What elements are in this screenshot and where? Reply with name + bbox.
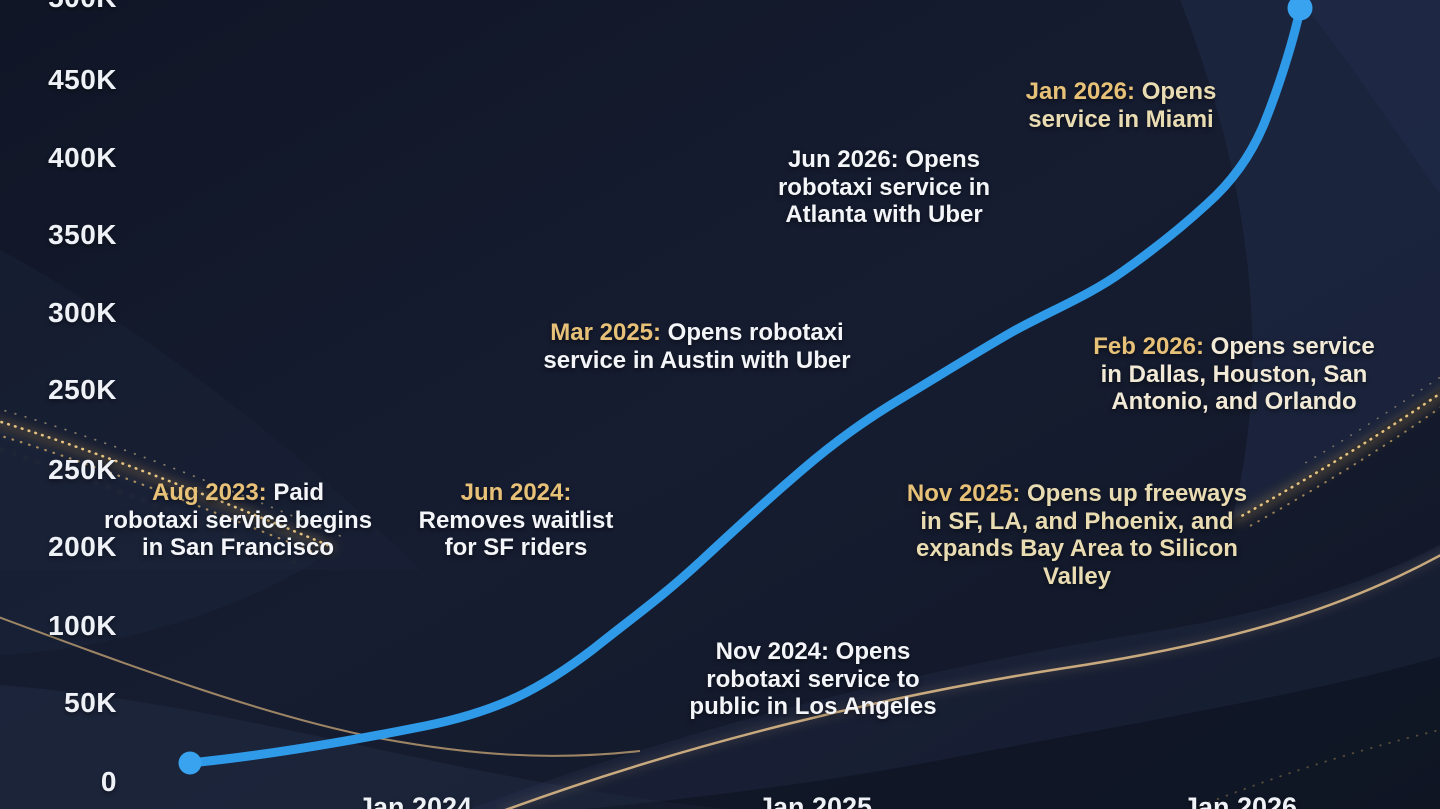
annotation-text: service in Miami	[1028, 105, 1214, 133]
annotation-text: Valley	[1042, 562, 1112, 590]
y-axis-tick: 500K	[0, 0, 117, 13]
trend-line-group	[178, 0, 1313, 775]
annotation-text: Jun 2026: Opens	[787, 146, 981, 173]
annotation-nov-2025: Nov 2025: Opens up freeways in SF, LA, a…	[907, 480, 1247, 590]
annotation-date: Jun 2024:	[460, 479, 572, 506]
annotation-aug-2023: Aug 2023: Paid robotaxi service begins i…	[104, 479, 372, 562]
annotation-text: Removes waitlist	[418, 506, 614, 534]
annotation-jun-2024: Jun 2024: Removes waitlist for SF riders	[419, 479, 614, 562]
start-point-marker	[178, 751, 202, 775]
y-axis-tick: 250K	[48, 374, 117, 405]
annotation-text: in Dallas, Houston, San	[1100, 360, 1368, 388]
annotation-date: Nov 2025:	[906, 480, 1021, 507]
annotation-date: Aug 2023:	[151, 479, 267, 506]
y-axis-tick: 0	[100, 766, 117, 797]
annotation-text: service in Austin with Uber	[543, 346, 851, 374]
y-axis-tick: 50K	[64, 687, 117, 718]
annotation-date: Jan 2026:	[1025, 78, 1136, 105]
annotation-text: robotaxi service in	[777, 173, 991, 201]
annotation-text: robotaxi service begins	[103, 506, 373, 534]
annotation-text: Opens robotaxi	[661, 319, 844, 346]
annotation-text: Opens service	[1203, 333, 1375, 360]
y-axis-tick: 200K	[48, 531, 117, 562]
annotation-text: Atlanta with Uber	[785, 201, 983, 228]
y-axis-tick: 300K	[48, 297, 117, 328]
y-axis-tick: 400K	[48, 142, 117, 173]
x-axis-tick: Jan 2024	[357, 792, 473, 809]
annotation-text: Opens up freeways	[1020, 480, 1248, 507]
annotation-text: Opens	[1135, 78, 1217, 105]
annotation-jun-2026: Jun 2026: Opens robotaxi service in Atla…	[778, 146, 990, 229]
y-axis-tick: 350K	[48, 219, 117, 250]
gold-dust-bands	[0, 376, 1440, 807]
x-axis-tick: Jan 2026	[1182, 792, 1298, 809]
end-point-marker	[1287, 0, 1313, 21]
annotation-text: in San Francisco	[141, 534, 335, 561]
annotation-jan-2026: Jan 2026: Opens service in Miami	[1026, 78, 1217, 133]
annotation-text: for SF riders	[444, 534, 588, 561]
annotation-text: Paid	[266, 479, 325, 506]
annotation-date: Mar 2025:	[550, 319, 662, 346]
annotation-text: robotaxi service to	[706, 665, 920, 693]
annotation-text: in SF, LA, and Phoenix, and	[920, 507, 1234, 535]
annotation-text: Nov 2024: Opens	[715, 638, 911, 665]
trend-line	[185, 5, 1305, 768]
annotation-feb-2026: Feb 2026: Opens service in Dallas, Houst…	[1093, 333, 1374, 416]
annotation-nov-2024: Nov 2024: Opens robotaxi service to publ…	[689, 638, 936, 721]
annotation-mar-2025: Mar 2025: Opens robotaxi service in Aust…	[543, 319, 850, 374]
y-axis-tick: 450K	[48, 64, 117, 95]
x-axis-tick: Jan 2025	[757, 792, 873, 809]
annotation-text: public in Los Angeles	[689, 693, 937, 720]
annotation-text: expands Bay Area to Silicon	[916, 535, 1238, 562]
annotation-date: Feb 2026:	[1093, 333, 1204, 360]
y-axis-tick: 100K	[48, 610, 117, 641]
y-axis-tick: 250K	[48, 454, 117, 485]
annotation-text: Antonio, and Orlando	[1111, 388, 1357, 415]
